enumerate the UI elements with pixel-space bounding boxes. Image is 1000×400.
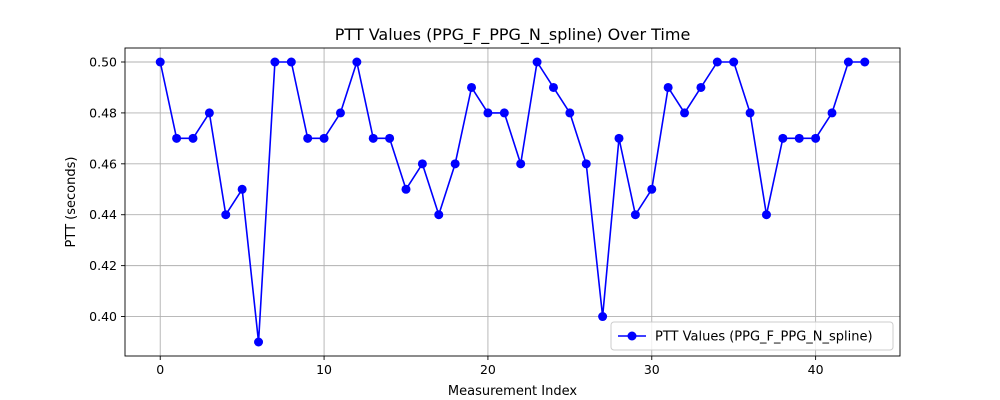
y-tick-label: 0.42 (89, 258, 117, 273)
data-point (188, 133, 198, 143)
data-point (155, 57, 165, 67)
y-tick-label: 0.46 (89, 156, 117, 171)
legend-box (610, 321, 894, 351)
data-point (417, 159, 427, 169)
x-tick-label: 0 (156, 362, 164, 377)
data-point (663, 82, 673, 92)
data-point (843, 57, 853, 67)
data-point (827, 108, 837, 118)
data-point (532, 57, 542, 67)
y-tick-label: 0.48 (89, 105, 117, 120)
data-point (860, 57, 870, 67)
y-tick-label: 0.44 (89, 207, 117, 222)
data-point (483, 108, 493, 118)
data-point (385, 133, 395, 143)
data-point (221, 210, 231, 220)
data-point (614, 133, 624, 143)
data-point (204, 108, 214, 118)
data-point (794, 133, 804, 143)
data-point (368, 133, 378, 143)
data-point (581, 159, 591, 169)
data-point (680, 108, 690, 118)
series-layer (155, 57, 870, 347)
axis-ticks: 0 10 20 30 40 0.40 0.42 0.44 0.46 0.48 0.50 (89, 55, 823, 378)
data-point (811, 133, 821, 143)
legend: PTT Values (PPG_F_PPG_N_spline) (610, 321, 894, 351)
data-point (352, 57, 362, 67)
legend-marker-sample (627, 331, 637, 341)
x-tick-label: 40 (808, 362, 824, 377)
data-point (565, 108, 575, 118)
legend-label: PTT Values (PPG_F_PPG_N_spline) (655, 330, 873, 345)
series-line (159, 61, 865, 343)
x-axis-title: Measurement Index (448, 384, 577, 399)
data-point (270, 57, 280, 67)
data-point (761, 210, 771, 220)
data-point (434, 210, 444, 220)
data-point (778, 133, 788, 143)
data-point (401, 184, 411, 194)
data-point (335, 108, 345, 118)
data-point (172, 133, 182, 143)
data-point (303, 133, 313, 143)
data-point (516, 159, 526, 169)
data-point (630, 210, 640, 220)
y-tick-label: 0.40 (89, 309, 117, 324)
chart-title: PTT Values (PPG_F_PPG_N_spline) Over Tim… (335, 25, 691, 45)
data-point (254, 337, 264, 347)
data-point (712, 57, 722, 67)
data-point (696, 82, 706, 92)
data-point (450, 159, 460, 169)
data-point (548, 82, 558, 92)
y-axis-title: PTT (seconds) (64, 157, 79, 248)
x-tick-label: 20 (480, 362, 496, 377)
grid-lines (125, 48, 900, 356)
x-tick-label: 10 (316, 362, 332, 377)
y-tick-label: 0.50 (89, 55, 117, 70)
data-point (319, 133, 329, 143)
data-point (237, 184, 247, 194)
data-point (745, 108, 755, 118)
data-point (598, 312, 608, 322)
plot-frame (124, 47, 901, 357)
data-point (499, 108, 509, 118)
data-point (729, 57, 739, 67)
data-point (647, 184, 657, 194)
data-point (286, 57, 296, 67)
x-tick-label: 30 (644, 362, 660, 377)
data-point (467, 82, 477, 92)
